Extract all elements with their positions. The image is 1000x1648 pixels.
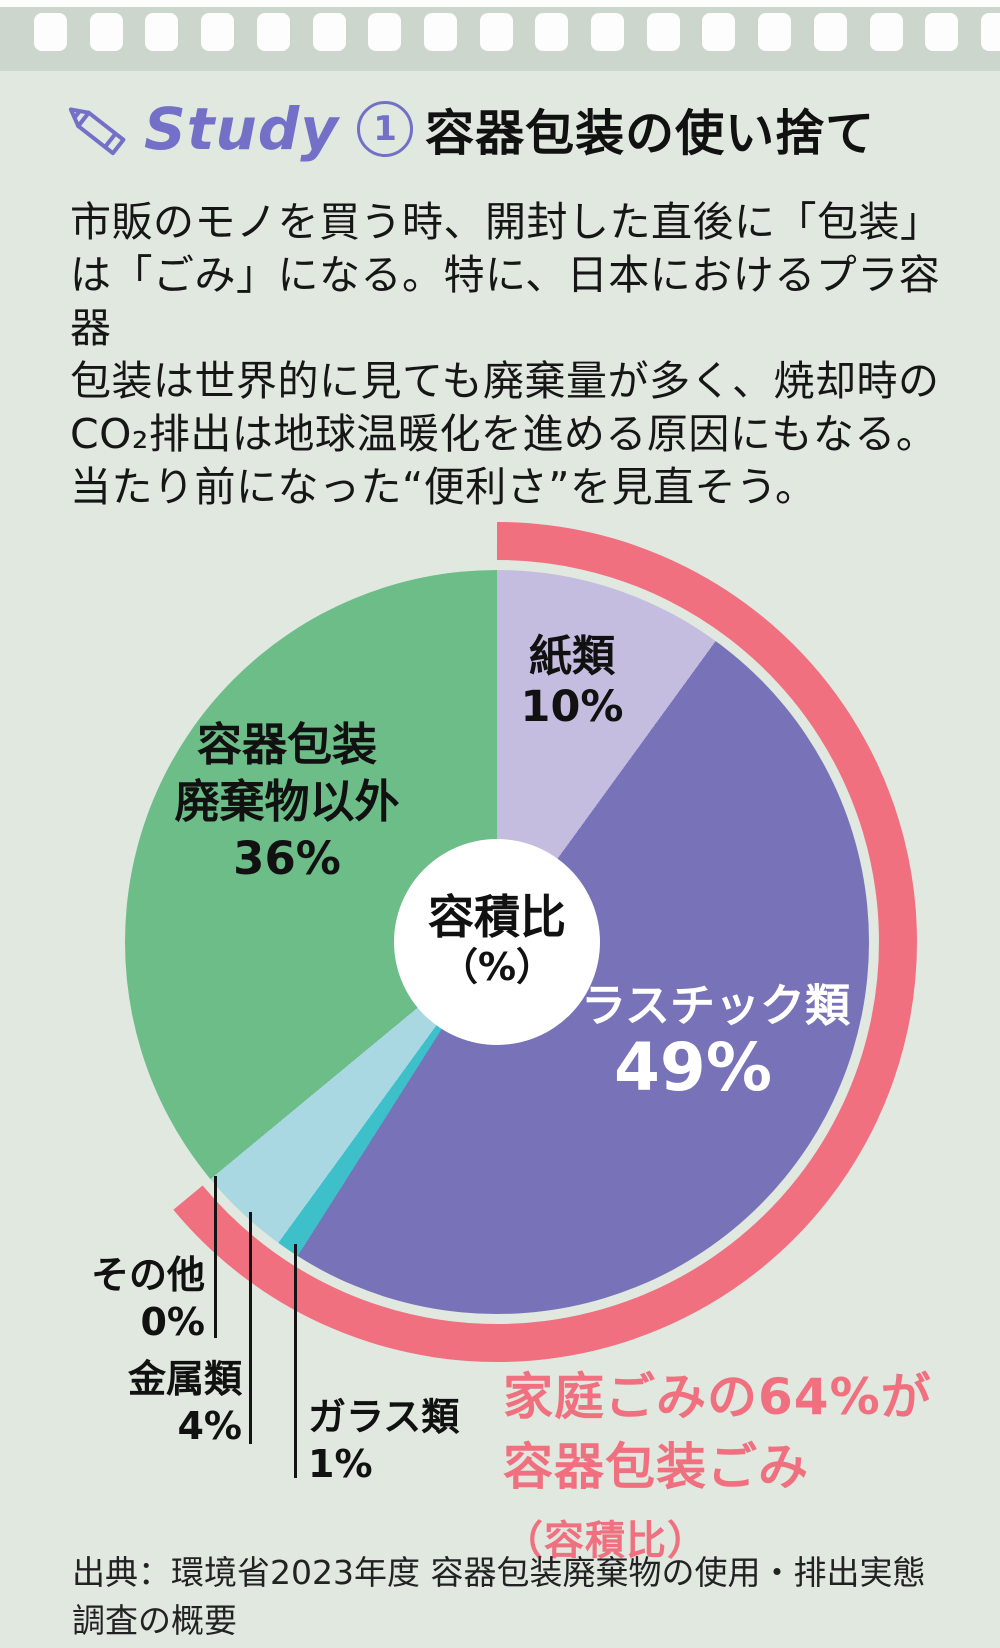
perforation-hole <box>201 13 235 51</box>
highlight-callout-line1: 家庭ごみの64%が <box>503 1368 932 1426</box>
source-note: 出典：環境省2023年度 容器包装廃棄物の使用・排出実態調査の概要 <box>72 1553 926 1640</box>
intro-paragraph: 市販のモノを買う時、開封した直後に「包装」 は「ごみ」になる。特に、日本における… <box>70 196 950 514</box>
intro-line: 当たり前になった“便利さ”を見直そう。 <box>70 463 817 511</box>
pie-center-label-title: 容積比 <box>428 890 566 944</box>
slice-label-paper: 紙類 10% <box>452 632 692 732</box>
slice-label-paper-name: 紙類 <box>529 632 615 682</box>
leader-line-glass <box>294 1244 297 1478</box>
slice-label-glass-pct: 1% <box>308 1442 373 1486</box>
perforation-hole <box>535 13 569 51</box>
slice-label-other-pct: 0% <box>140 1300 205 1344</box>
slice-label-other: その他 0% <box>30 1252 205 1346</box>
page-header: Study 1 容器包装の使い捨て <box>58 92 875 166</box>
intro-line: 市販のモノを買う時、開封した直後に「包装」 <box>70 198 942 246</box>
perforation-hole <box>646 13 680 51</box>
slice-label-plastic-name: プラスチック類 <box>535 979 851 1032</box>
slice-label-plastic-pct: 49% <box>614 1029 772 1106</box>
perforation-hole <box>368 13 402 51</box>
intro-line: CO₂排出は地球温暖化を進める原因にもなる。 <box>70 410 938 458</box>
perforation-hole <box>34 13 67 51</box>
perforation-hole <box>145 13 179 51</box>
perforation-hole <box>312 13 346 51</box>
leader-line-metal <box>249 1212 252 1444</box>
slice-label-nonpackaging: 容器包装 廃棄物以外 36% <box>132 716 442 887</box>
slice-label-nonpackaging-pct: 36% <box>233 832 341 885</box>
slice-label-metal-pct: 4% <box>177 1404 242 1448</box>
slice-label-metal-name: 金属類 <box>127 1357 242 1401</box>
page-title: 容器包装の使い捨て <box>425 104 876 162</box>
leader-line-other <box>214 1176 217 1338</box>
perforation-hole <box>423 13 457 51</box>
slice-label-metal: 金属類 4% <box>67 1356 242 1450</box>
pie-center-label: 容積比 （%） <box>394 892 600 992</box>
slice-label-glass-name: ガラス類 <box>308 1395 460 1439</box>
perforation-hole <box>758 13 792 51</box>
perforation-hole <box>256 13 290 51</box>
highlight-callout-line2: 容器包装ごみ （容積比） <box>503 1432 1000 1576</box>
slice-label-glass: ガラス類 1% <box>308 1394 528 1488</box>
slice-label-nonpackaging-line1: 容器包装 <box>196 718 377 771</box>
perforation-hole <box>591 13 624 51</box>
slice-label-plastic: プラスチック類 49% <box>518 980 868 1104</box>
slice-label-paper-pct: 10% <box>520 682 624 732</box>
highlight-callout-line2-suffix: （容積比） <box>503 1518 708 1564</box>
slice-label-other-name: その他 <box>90 1253 205 1297</box>
intro-line: は「ごみ」になる。特に、日本におけるプラ容器 <box>70 251 941 352</box>
study-label: Study <box>144 95 340 163</box>
highlight-callout: 家庭ごみの64%が 容器包装ごみ （容積比） <box>503 1362 1000 1576</box>
pencil-icon <box>68 107 126 156</box>
pie-center-circle <box>394 839 600 1045</box>
intro-line: 包装は世界的に見ても廃棄量が多く、焼却時の <box>70 357 940 405</box>
perforation-hole <box>89 13 123 51</box>
perforation-hole <box>980 13 1000 51</box>
perforation-hole <box>813 13 847 51</box>
pie-center-label-unit: （%） <box>439 945 555 989</box>
highlight-callout-line2-main: 容器包装ごみ <box>503 1438 809 1496</box>
slice-label-nonpackaging-line2: 廃棄物以外 <box>174 775 400 828</box>
study-number-badge: 1 <box>357 101 414 157</box>
perforation-hole <box>925 13 959 51</box>
perforation-hole <box>869 13 903 51</box>
top-white-strip <box>0 0 1000 7</box>
perforation-hole <box>479 13 513 51</box>
perforation-hole <box>702 13 736 51</box>
